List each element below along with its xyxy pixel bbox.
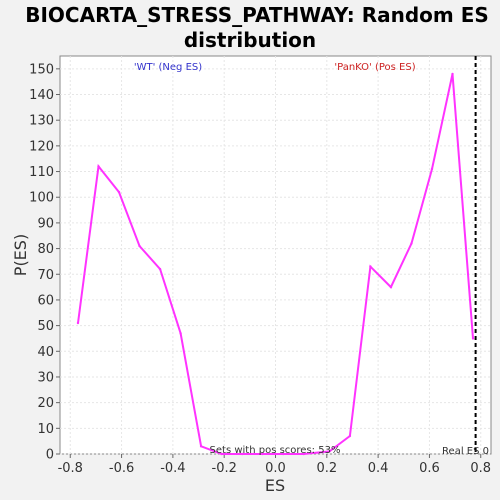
y-tick-label: 80 [37,242,54,257]
y-tick-label: 10 [37,422,54,437]
real-es-annotation: Real ES 0 [442,446,489,457]
series-point [471,337,475,340]
y-tick-label: 0 [46,448,54,463]
y-tick-label: 40 [37,345,54,360]
x-tick-label: 0.0 [265,461,286,476]
series-point [158,267,162,271]
series-point [389,285,393,289]
y-tick-label: 30 [37,370,54,385]
plot-area [59,55,492,455]
y-axis-ticks: 0 10 20 30 40 50 60 70 80 90 100 110 120 130 140 150 [29,62,60,463]
series-point [410,242,413,245]
x-tick-label: 0.8 [470,461,491,476]
y-tick-label: 140 [29,88,54,103]
pos-scores-annotation: Sets with pos scores: 53% [210,445,341,456]
series-point [220,452,223,456]
x-tick-label: 0.6 [419,461,440,476]
y-tick-label: 20 [37,396,54,411]
series-point [451,72,454,76]
series-point [302,452,305,456]
y-tick-label: 70 [37,268,54,283]
series-point [138,244,141,248]
pos-es-label: 'PanKO' (Pos ES) [334,62,415,73]
chart-title-line-1: BIOCARTA_STRESS_PATHWAY: Random ES [25,3,489,27]
series-points [76,72,475,456]
y-tick-label: 60 [37,293,54,308]
x-tick-label: -0.4 [160,461,185,476]
random-es-series-line [77,73,474,455]
y-tick-label: 90 [37,216,54,231]
x-tick-label: 0.4 [368,461,389,476]
y-tick-label: 100 [29,191,54,206]
y-tick-label: 50 [37,319,54,334]
y-tick-label: 130 [29,114,54,129]
x-tick-label: -0.2 [212,461,237,476]
series-point [328,450,331,453]
series-point [369,265,372,268]
x-axis-ticks: -0.8 -0.6 -0.4 -0.2 0.0 0.2 0.4 0.6 0.8 [58,454,491,476]
series-point [179,332,182,335]
y-tick-label: 110 [29,165,54,180]
y-axis-label: P(ES) [11,234,30,276]
series-point [76,321,80,325]
series-point [430,167,434,171]
chart-title-line-2: distribution [184,28,316,52]
series-point [97,165,100,168]
y-tick-label: 150 [29,62,54,77]
series-point [240,452,244,456]
series-point [199,445,203,448]
x-tick-label: 0.2 [316,461,337,476]
neg-es-label: 'WT' (Neg ES) [134,62,202,73]
y-tick-label: 120 [29,139,54,154]
x-tick-label: -0.6 [109,461,134,476]
x-axis-label: ES [265,476,285,495]
series-point [281,452,285,456]
series-point [261,452,264,456]
x-tick-label: -0.8 [58,461,83,476]
series-point [348,434,352,438]
series-point [117,190,121,194]
